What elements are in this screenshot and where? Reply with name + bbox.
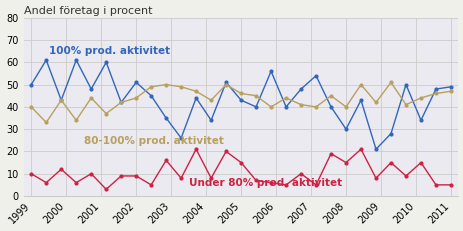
Text: 80-100% prod. aktivitet: 80-100% prod. aktivitet [83, 136, 223, 146]
Text: Andel företag i procent: Andel företag i procent [24, 6, 152, 15]
Text: 100% prod. aktivitet: 100% prod. aktivitet [49, 46, 170, 56]
Text: Under 80% prod. aktivitet: Under 80% prod. aktivitet [188, 178, 341, 188]
